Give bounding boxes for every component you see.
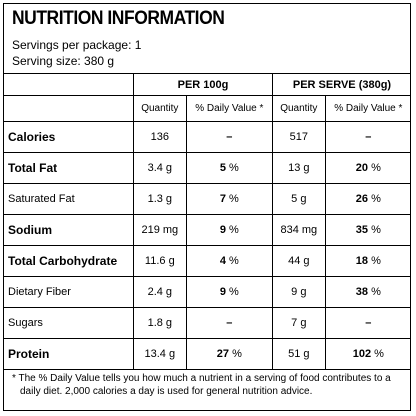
daily-value: 20 % xyxy=(324,152,411,184)
quantity: 2.4 g xyxy=(133,276,187,308)
subheader: Quantity xyxy=(272,95,326,122)
nutrition-table: PER 100g PER SERVE (380g) Quantity% Daily … xyxy=(3,73,411,370)
blank-cell xyxy=(3,73,134,96)
quantity: 1.8 g xyxy=(133,307,187,339)
nutrient-name: Total Fat xyxy=(3,152,134,184)
quantity: 834 mg xyxy=(272,214,326,246)
dv-value: 5 xyxy=(219,162,226,174)
dv-value: 38 xyxy=(355,286,369,298)
dv-unit: % xyxy=(371,255,381,267)
quantity: 7 g xyxy=(272,307,326,339)
daily-value: – xyxy=(324,307,411,339)
dv-unit: % xyxy=(229,193,239,205)
nutrient-row: Calories 136 – 517 – xyxy=(3,121,411,153)
quantity: 136 xyxy=(133,121,187,153)
dv-value: 35 xyxy=(355,224,369,236)
title: NUTRITION INFORMATION xyxy=(12,8,225,29)
nutrient-name: Sugars xyxy=(3,307,134,339)
nutrient-row: Sugars 1.8 g – 7 g – xyxy=(3,307,411,339)
daily-value: 18 % xyxy=(324,245,411,277)
dv-unit: % xyxy=(371,224,381,236)
dv-unit: % xyxy=(229,255,239,267)
dv-value: – xyxy=(226,131,233,143)
quantity: 44 g xyxy=(272,245,326,277)
nutrient-row: Protein 13.4 g 27 % 51 g 102 % xyxy=(3,338,411,370)
daily-value: 7 % xyxy=(185,183,274,215)
dv-value: 9 xyxy=(219,224,226,236)
nutrient-name: Protein xyxy=(3,338,134,370)
dv-unit: % xyxy=(229,286,239,298)
dv-value: 26 xyxy=(355,193,369,205)
dv-unit: % xyxy=(374,348,384,360)
nutrient-name: Sodium xyxy=(3,214,134,246)
dv-value: – xyxy=(365,131,372,143)
subheader: % Daily Value * xyxy=(324,95,411,122)
nutrition-panel: NUTRITION INFORMATION Servings per packa… xyxy=(3,3,411,411)
nutrient-name: Saturated Fat xyxy=(3,183,134,215)
quantity: 11.6 g xyxy=(133,245,187,277)
dv-unit: % xyxy=(371,286,381,298)
dv-unit: % xyxy=(371,193,381,205)
quantity: 3.4 g xyxy=(133,152,187,184)
quantity: 13 g xyxy=(272,152,326,184)
subheader: % Daily Value * xyxy=(185,95,274,122)
daily-value: – xyxy=(185,307,274,339)
nutrient-name: Dietary Fiber xyxy=(3,276,134,308)
daily-value: – xyxy=(185,121,274,153)
dv-value: – xyxy=(226,317,233,329)
daily-value: 9 % xyxy=(185,214,274,246)
daily-value: 38 % xyxy=(324,276,411,308)
daily-value: 27 % xyxy=(185,338,274,370)
blank-cell xyxy=(3,95,134,122)
daily-value: 26 % xyxy=(324,183,411,215)
dv-value: 9 xyxy=(219,286,226,298)
daily-value: 9 % xyxy=(185,276,274,308)
quantity: 517 xyxy=(272,121,326,153)
subheader: Quantity xyxy=(133,95,187,122)
group-header: PER SERVE (380g) xyxy=(272,73,411,96)
header-row: PER 100g PER SERVE (380g) xyxy=(3,73,411,96)
daily-value: 102 % xyxy=(324,338,411,370)
daily-value: – xyxy=(324,121,411,153)
dv-unit: % xyxy=(229,162,239,174)
dv-value: 7 xyxy=(219,193,226,205)
dv-value: – xyxy=(365,317,372,329)
nutrient-row: Sodium 219 mg 9 % 834 mg 35 % xyxy=(3,214,411,246)
servings: Servings per package: 1 xyxy=(12,38,142,52)
dv-unit: % xyxy=(232,348,242,360)
quantity: 219 mg xyxy=(133,214,187,246)
dv-value: 102 xyxy=(352,348,372,360)
subheader-row: Quantity% Daily Value * Quantity% Daily V… xyxy=(3,95,411,122)
dv-value: 18 xyxy=(355,255,369,267)
dv-unit: % xyxy=(229,224,239,236)
serving-size: Serving size: 380 g xyxy=(12,54,115,68)
nutrient-name: Total Carbohydrate xyxy=(3,245,134,277)
dv-unit: % xyxy=(371,162,381,174)
dv-value: 27 xyxy=(216,348,230,360)
quantity: 1.3 g xyxy=(133,183,187,215)
quantity: 13.4 g xyxy=(133,338,187,370)
quantity: 51 g xyxy=(272,338,326,370)
group-header: PER 100g xyxy=(133,73,273,96)
quantity: 5 g xyxy=(272,183,326,215)
nutrient-name: Calories xyxy=(3,121,134,153)
dv-value: 20 xyxy=(355,162,369,174)
daily-value: 5 % xyxy=(185,152,274,184)
daily-value: 35 % xyxy=(324,214,411,246)
quantity: 9 g xyxy=(272,276,326,308)
daily-value: 4 % xyxy=(185,245,274,277)
dv-value: 4 xyxy=(219,255,226,267)
footnote: * The % Daily Value tells you how much a… xyxy=(12,373,391,397)
